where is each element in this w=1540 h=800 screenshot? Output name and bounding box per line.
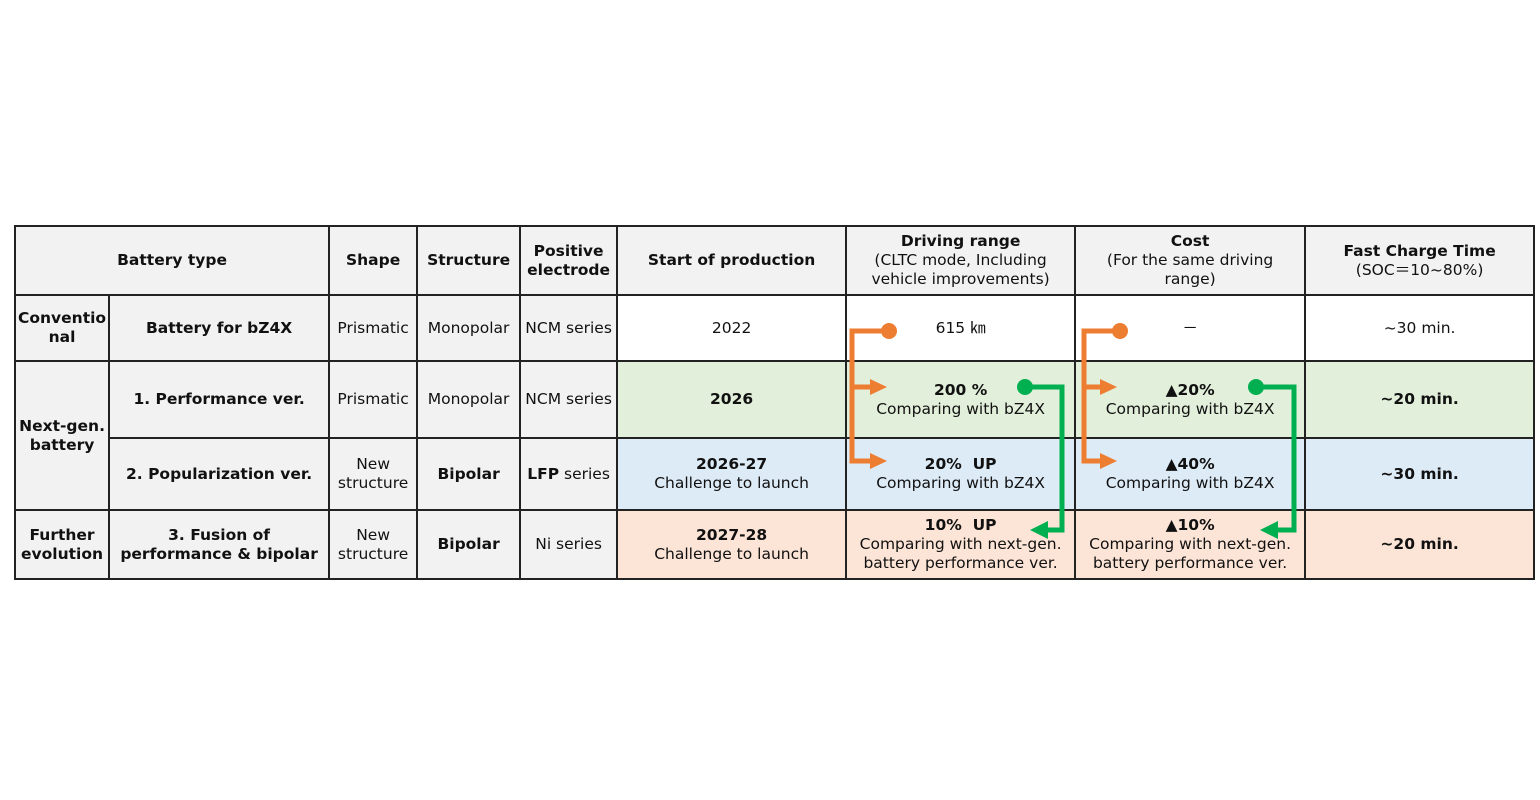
header-row: Battery type Shape Structure Positive el… <box>13 225 1536 296</box>
header-driving-range-sub2: vehicle improvements) <box>871 270 1050 288</box>
cost-cell: － <box>1074 294 1307 362</box>
electrode-bold: LFP <box>527 464 560 483</box>
shape-cell: Prismatic <box>328 294 419 362</box>
production-cell: 2026-27 Challenge to launch <box>616 437 848 511</box>
shape-cell: New structure <box>328 437 419 511</box>
cost-note: Comparing with bZ4X <box>1105 474 1275 492</box>
structure-cell: Monopolar <box>416 360 522 439</box>
range-note-line2: battery performance ver. <box>863 554 1058 572</box>
header-positive-electrode: Positive electrode <box>519 225 619 296</box>
production-cell: 2026 <box>616 360 848 439</box>
production-value: 2026-27 <box>696 455 768 473</box>
table-row-performance: Next-gen. battery 1. Performance ver. Pr… <box>13 360 1536 511</box>
header-driving-range-title: Driving range <box>900 232 1021 250</box>
header-structure: Structure <box>416 225 522 296</box>
group-line2: evolution <box>21 544 104 563</box>
group-conventional: Conventio nal <box>13 294 111 362</box>
name-line2: performance & bipolar <box>120 544 318 563</box>
range-value: 10% UP <box>924 516 997 534</box>
header-cost: Cost (For the same driving range) <box>1074 225 1307 296</box>
header-fast-charge-title: Fast Charge Time <box>1343 241 1496 260</box>
cost-value: ▲20% <box>1165 380 1215 399</box>
electrode-rest: series <box>559 464 610 483</box>
shape-cell: New structure <box>328 509 419 580</box>
range-note: Comparing with bZ4X <box>876 399 1045 418</box>
electrode-cell: NCM series <box>519 294 619 362</box>
header-battery-type: Battery type <box>13 225 331 296</box>
charge-cell: ~20 min. <box>1304 360 1536 439</box>
shape-line1: New <box>356 525 390 544</box>
production-cell: 2022 <box>616 294 848 362</box>
range-cell: 615 ㎞ <box>845 294 1077 362</box>
structure-cell: Monopolar <box>416 294 522 362</box>
battery-name: 3. Fusion of performance & bipolar <box>108 509 331 580</box>
shape-line1: New <box>356 455 390 473</box>
group-further-evolution: Further evolution <box>13 509 111 580</box>
battery-name: Battery for bZ4X <box>108 294 331 362</box>
range-note: Comparing with bZ4X <box>876 474 1045 492</box>
electrode-cell: NCM series <box>519 360 619 439</box>
range-cell: 10% UP Comparing with next-gen. battery … <box>845 509 1077 580</box>
group-next-gen: Next-gen. battery <box>13 360 111 511</box>
charge-cell: ~30 min. <box>1304 294 1536 362</box>
header-shape: Shape <box>328 225 419 296</box>
range-cell: 200 % Comparing with bZ4X <box>845 360 1077 439</box>
header-fast-charge: Fast Charge Time (SOC＝10~80%) <box>1304 225 1536 296</box>
range-value: 200 % <box>933 380 988 399</box>
structure-cell: Bipolar <box>416 437 522 511</box>
shape-line2: structure <box>337 544 409 563</box>
structure-cell: Bipolar <box>416 509 522 580</box>
production-note: Challenge to launch <box>654 544 809 563</box>
shape-line2: structure <box>337 474 409 492</box>
table-row-fusion: Further evolution 3. Fusion of performan… <box>13 509 1536 580</box>
production-note: Challenge to launch <box>654 474 809 492</box>
table-row-popularization: 2. Popularization ver. New structure Bip… <box>15 437 1536 511</box>
cost-note-line1: Comparing with next-gen. <box>1089 535 1292 553</box>
electrode-cell: LFP series <box>519 437 619 511</box>
charge-cell: ~30 min. <box>1304 437 1536 511</box>
name-line1: 3. Fusion of <box>168 525 271 544</box>
header-fast-charge-sub: (SOC＝10~80%) <box>1355 260 1484 279</box>
cost-note: Comparing with bZ4X <box>1105 399 1275 418</box>
battery-name: 1. Performance ver. <box>108 360 331 439</box>
battery-name: 2. Popularization ver. <box>108 437 331 511</box>
range-cell: 20% UP Comparing with bZ4X <box>845 437 1077 511</box>
production-value: 2027-28 <box>696 525 768 544</box>
shape-cell: Prismatic <box>328 360 419 439</box>
cost-cell: ▲40% Comparing with bZ4X <box>1074 437 1307 511</box>
header-cost-sub1: (For the same driving <box>1106 251 1274 269</box>
cost-cell: ▲20% Comparing with bZ4X <box>1074 360 1307 439</box>
header-driving-range: Driving range (CLTC mode, Including vehi… <box>845 225 1077 296</box>
range-note-line1: Comparing with next-gen. <box>859 535 1062 553</box>
cost-value: ▲40% <box>1165 455 1215 473</box>
cost-value: ▲10% <box>1165 516 1215 534</box>
group-line1: Further <box>29 525 95 544</box>
battery-roadmap-table: Battery type Shape Structure Positive el… <box>13 225 1536 580</box>
header-driving-range-sub1: (CLTC mode, Including <box>874 251 1047 269</box>
cost-note-line2: battery performance ver. <box>1092 554 1288 572</box>
table-row-conventional: Conventio nal Battery for bZ4X Prismatic… <box>13 294 1536 362</box>
charge-cell: ~20 min. <box>1304 509 1536 580</box>
cost-cell: ▲10% Comparing with next-gen. battery pe… <box>1074 509 1307 580</box>
production-cell: 2027-28 Challenge to launch <box>616 509 848 580</box>
electrode-cell: Ni series <box>519 509 619 580</box>
header-start-of-production: Start of production <box>616 225 848 296</box>
header-cost-sub2: range) <box>1164 270 1216 288</box>
header-cost-title: Cost <box>1170 232 1210 250</box>
range-value: 20% UP <box>924 455 997 473</box>
